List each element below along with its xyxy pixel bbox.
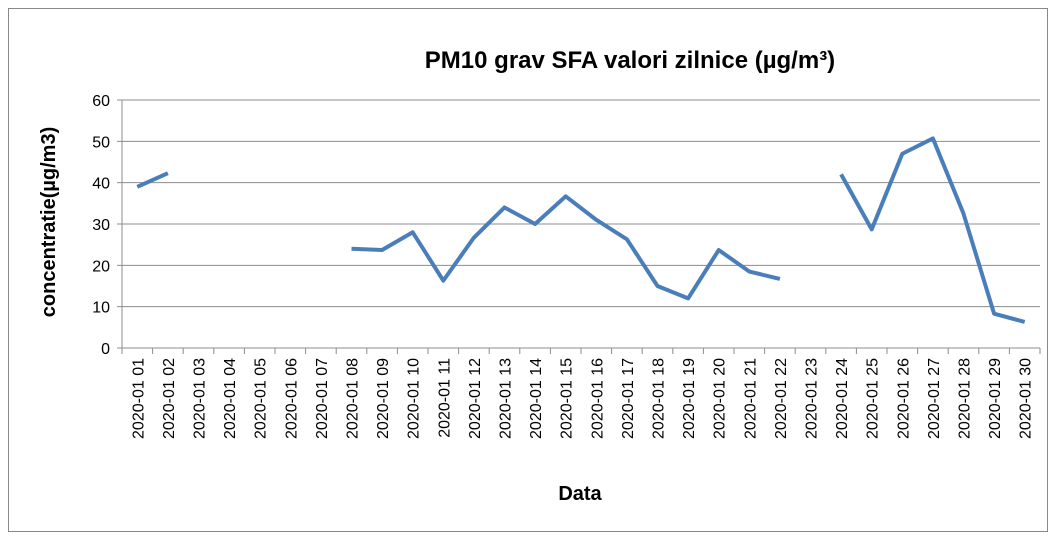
x-tick-label: 2020-01 12	[467, 358, 484, 439]
x-tick-label: 2020-01 11	[436, 358, 453, 438]
x-tick-label: 2020-01 16	[589, 358, 606, 439]
x-tick-label: 2020-01 03	[192, 358, 209, 439]
x-tick-label: 2020-01 30	[1018, 358, 1035, 439]
x-tick-label: 2020-01 29	[987, 358, 1004, 439]
x-tick-label: 2020-01 19	[681, 358, 698, 439]
x-tick-label: 2020-01 05	[253, 358, 270, 439]
x-tick-label: 2020-01 22	[773, 358, 790, 439]
data-line	[136, 136, 1026, 324]
y-tick-label: 0	[101, 341, 110, 358]
x-tick-label: 2020-01 18	[651, 358, 668, 439]
x-tick-label: 2020-01 21	[742, 358, 759, 439]
y-tick-label: 20	[92, 258, 110, 275]
chart-title: PM10 grav SFA valori zilnice (µg/m³)	[425, 47, 835, 74]
x-tick-label: 2020-01 08	[345, 358, 362, 439]
x-tick-label: 2020-01 28	[957, 358, 974, 439]
y-tick-label: 40	[92, 176, 110, 193]
x-tick-label: 2020-01 27	[926, 358, 943, 439]
y-axis-label: concentratie(µg/m3)	[38, 127, 60, 317]
x-tick-label: 2020-01 02	[161, 358, 178, 439]
y-tick-label: 10	[92, 300, 110, 317]
x-tick-label: 2020-01 01	[130, 358, 147, 439]
x-tick-label: 2020-01 14	[528, 358, 545, 439]
x-tick-label: 2020-01 13	[498, 358, 515, 439]
x-tick-label: 2020-01 25	[865, 358, 882, 439]
x-axis-label: Data	[558, 483, 602, 505]
x-tick-label: 2020-01 23	[804, 358, 821, 439]
x-tick-label: 2020-01 15	[559, 358, 576, 439]
x-tick-label: 2020-01 07	[314, 358, 331, 439]
x-tick-label: 2020-01 06	[283, 358, 300, 439]
y-tick-label: 30	[92, 217, 110, 234]
y-tick-label: 50	[92, 134, 110, 151]
x-tick-label: 2020-01 04	[222, 358, 239, 439]
y-tick-label: 60	[92, 93, 110, 110]
x-tick-label: 2020-01 20	[712, 358, 729, 439]
x-tick-label: 2020-01 26	[895, 358, 912, 439]
x-tick-label: 2020-01 24	[834, 358, 851, 439]
x-tick-label: 2020-01 10	[406, 358, 423, 439]
x-tick-label: 2020-01 09	[375, 358, 392, 439]
chart-border	[8, 8, 1048, 532]
x-tick-label: 2020-01 17	[620, 358, 637, 439]
